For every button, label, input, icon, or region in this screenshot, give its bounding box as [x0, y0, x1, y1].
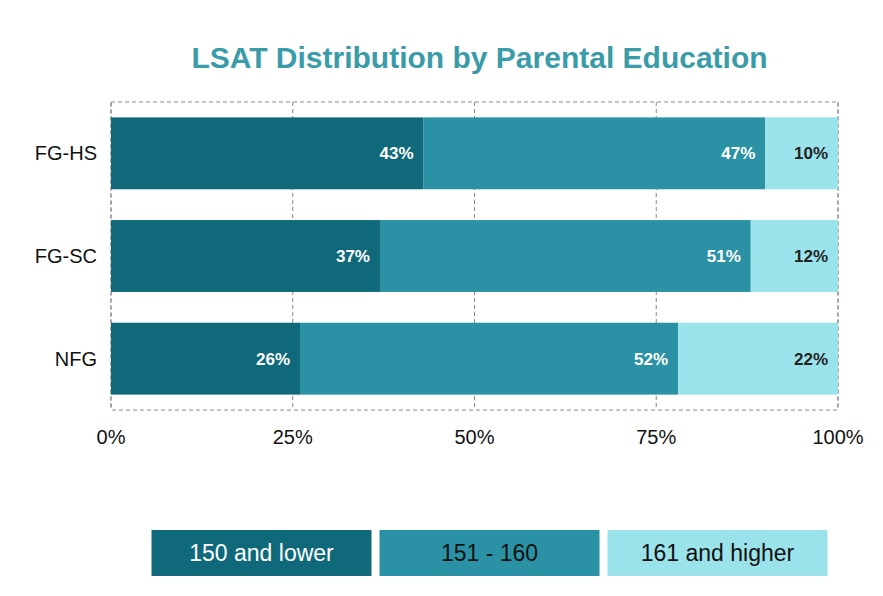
data-label: 37% — [336, 247, 370, 266]
tick-label: 50% — [454, 426, 494, 448]
data-labels: 43% 47% 10% 37% 51% 12% 26% 52% 22% — [256, 144, 828, 368]
legend-label: 151 - 160 — [441, 540, 538, 566]
data-label: 22% — [794, 350, 828, 369]
bar-segment — [111, 220, 380, 292]
bars — [111, 117, 838, 394]
chart-title: LSAT Distribution by Parental Education — [191, 41, 767, 74]
bar-segment — [111, 117, 424, 189]
data-label: 47% — [721, 144, 755, 163]
bar-segment — [765, 117, 838, 189]
data-label: 51% — [707, 247, 741, 266]
legend-swatch — [608, 530, 828, 576]
legend-swatch — [152, 530, 372, 576]
plot-frame — [111, 102, 838, 410]
data-label: 10% — [794, 144, 828, 163]
tick-label: 100% — [812, 426, 863, 448]
bar-segment — [424, 117, 766, 189]
data-label: 43% — [380, 144, 414, 163]
legend-label: 161 and higher — [641, 540, 795, 566]
tick-label: 0% — [97, 426, 126, 448]
data-label: 12% — [794, 247, 828, 266]
legend-label: 150 and lower — [189, 540, 334, 566]
category-label: FG-HS — [35, 142, 97, 164]
legend-swatch — [380, 530, 600, 576]
bar-segment — [300, 323, 678, 395]
tick-label: 75% — [636, 426, 676, 448]
tick-label: 25% — [273, 426, 313, 448]
bar-segment — [678, 323, 838, 395]
chart-svg: LSAT Distribution by Parental Education 0… — [0, 0, 883, 596]
bar-segment — [380, 220, 751, 292]
chart-container: LSAT Distribution by Parental Education 0… — [0, 0, 883, 596]
category-label: NFG — [55, 348, 97, 370]
data-label: 26% — [256, 350, 290, 369]
bar-segment — [751, 220, 838, 292]
category-label: FG-SC — [35, 245, 97, 267]
bar-segment — [111, 323, 300, 395]
data-label: 52% — [634, 350, 668, 369]
legend: 150 and lower 151 - 160 161 and higher — [152, 530, 828, 576]
